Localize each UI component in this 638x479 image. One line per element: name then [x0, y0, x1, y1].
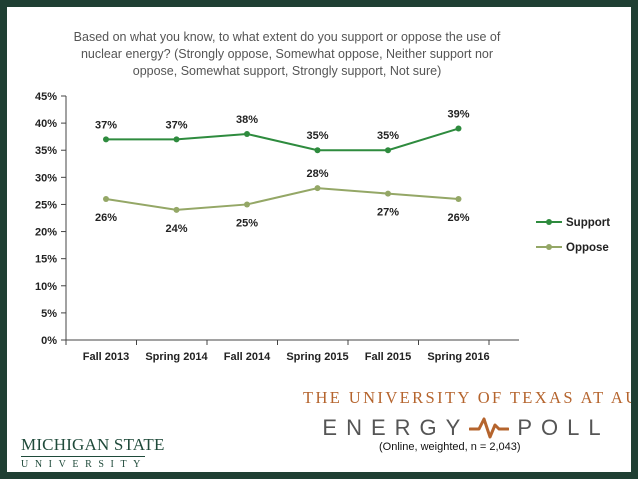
y-tick-label: 0%	[41, 335, 57, 347]
y-tick-label: 20%	[35, 227, 57, 239]
heartbeat-icon	[469, 417, 510, 439]
oppose-series-line	[105, 187, 459, 211]
support-data-label: 39%	[447, 109, 469, 121]
x-tick-label: Fall 2015	[365, 351, 411, 363]
poll-word: POLL	[517, 415, 610, 440]
y-tick-label: 45%	[35, 91, 57, 103]
ut-austin-name: THE UNIVERSITY OF TEXAS AT AUSTIN	[303, 388, 631, 407]
support-point	[385, 147, 391, 154]
line-chart: 0% 5% 10% 15% 20% 25% 30% 35% 40% 45% Fall 2013 Spr…	[35, 91, 610, 363]
legend-marker-support	[546, 219, 552, 225]
oppose-data-label: 26%	[95, 212, 117, 224]
x-tick-label: Fall 2013	[83, 351, 129, 363]
oppose-point	[385, 190, 391, 197]
x-tick-label: Spring 2015	[286, 351, 348, 363]
x-tick-label: Fall 2014	[224, 351, 271, 363]
chart-title: Based on what you know, to what extent d…	[73, 30, 501, 78]
oppose-point	[455, 196, 462, 203]
support-point	[455, 125, 462, 132]
x-tick-label: Spring 2016	[427, 351, 489, 363]
support-point	[314, 147, 321, 154]
support-data-label: 38%	[236, 114, 258, 126]
support-data-label: 35%	[306, 130, 328, 142]
oppose-data-label: 28%	[306, 168, 328, 180]
oppose-data-label: 27%	[377, 207, 399, 219]
y-tick-label: 10%	[35, 281, 57, 293]
y-tick-label: 5%	[41, 308, 57, 320]
support-point	[103, 136, 109, 143]
oppose-point	[244, 201, 250, 208]
msu-logo: MICHIGAN STATE UNIVERSITY	[21, 435, 165, 470]
y-tick-label: 30%	[35, 172, 57, 184]
legend-marker-oppose	[546, 244, 552, 250]
oppose-data-label: 25%	[236, 217, 258, 229]
oppose-data-label: 26%	[447, 212, 469, 224]
support-data-label: 37%	[165, 119, 187, 131]
oppose-point	[314, 185, 321, 192]
sample-footnote: (Online, weighted, n = 2,043)	[379, 441, 521, 453]
msu-subtitle: UNIVERSITY	[21, 459, 147, 470]
y-tick-label: 25%	[35, 199, 57, 211]
oppose-point	[173, 206, 180, 213]
legend-label-support: Support	[566, 217, 610, 229]
y-tick-label: 15%	[35, 254, 57, 266]
y-tick-label: 40%	[35, 118, 57, 130]
support-data-label: 37%	[95, 119, 117, 131]
energy-poll-logo: ENERGY POLL	[307, 411, 625, 445]
energy-word: ENERGY	[322, 415, 470, 440]
x-tick-label: Spring 2014	[145, 351, 208, 363]
support-data-label: 35%	[377, 130, 399, 142]
legend-label-oppose: Oppose	[566, 242, 609, 254]
support-series-line	[106, 127, 459, 152]
y-tick-label: 35%	[35, 145, 57, 157]
msu-divider	[21, 456, 145, 457]
msu-name: MICHIGAN STATE	[21, 435, 165, 454]
oppose-point	[103, 196, 109, 203]
support-point	[173, 136, 180, 143]
oppose-data-label: 24%	[165, 223, 187, 235]
support-point	[244, 130, 250, 137]
